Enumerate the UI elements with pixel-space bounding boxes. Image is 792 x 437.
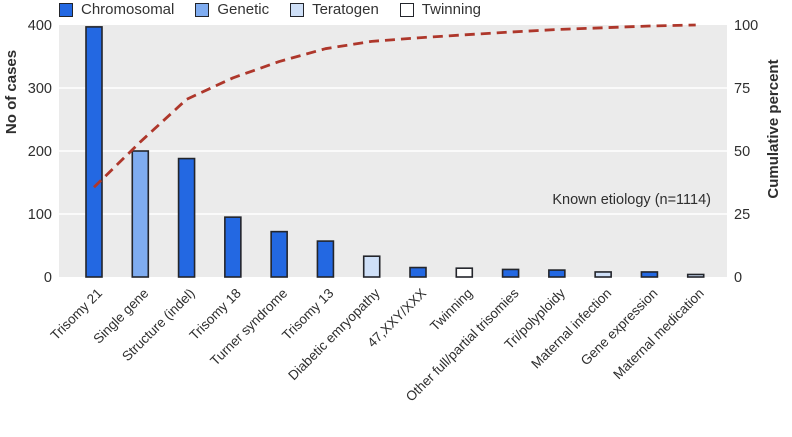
bar — [548, 269, 566, 278]
teratogen-swatch-icon — [290, 2, 305, 17]
x-category-label: Maternal infection — [528, 286, 614, 372]
bar — [640, 271, 659, 278]
bar — [686, 273, 705, 278]
bar — [224, 216, 242, 278]
bar — [270, 230, 288, 278]
x-category-label: Maternal medication — [610, 286, 707, 383]
right-tick-label: 75 — [734, 81, 750, 97]
left-tick-label: 0 — [44, 270, 52, 286]
bar — [362, 255, 381, 278]
left-tick-label: 400 — [28, 18, 52, 34]
legend-label: Genetic — [217, 1, 270, 18]
bar — [85, 26, 103, 278]
left-tick-label: 100 — [28, 207, 52, 223]
x-category-label: Twinning — [427, 286, 475, 334]
right-tick-label: 25 — [734, 207, 750, 223]
chromosomal-swatch-icon — [59, 2, 73, 17]
bar — [131, 150, 150, 278]
legend-label: Chromosomal — [81, 1, 175, 18]
bar — [409, 266, 427, 278]
right-tick-label: 50 — [734, 144, 750, 160]
bar — [501, 268, 520, 278]
legend-item-genetic: Genetic — [195, 1, 269, 18]
legend: Chromosomal Genetic Teratogen Twinning — [59, 1, 481, 18]
annotation-known-etiology: Known etiology (n=1114) — [552, 192, 711, 208]
bar — [316, 240, 335, 278]
x-category-label: Diabetic emryopathy — [285, 285, 383, 383]
genetic-swatch-icon — [195, 2, 210, 17]
bar — [177, 157, 196, 278]
left-tick-label: 200 — [28, 144, 52, 160]
bar — [594, 271, 612, 278]
legend-item-chromosomal: Chromosomal — [59, 1, 174, 18]
twinning-swatch-icon — [399, 2, 414, 17]
left-axis-title: No of cases — [3, 50, 20, 134]
cumulative-line — [93, 23, 696, 189]
left-tick-label: 300 — [28, 81, 52, 97]
legend-item-teratogen: Teratogen — [290, 1, 379, 18]
legend-label: Twinning — [421, 1, 481, 18]
right-tick-label: 0 — [734, 270, 742, 286]
right-tick-label: 100 — [734, 18, 758, 34]
legend-label: Teratogen — [312, 1, 379, 18]
right-axis-title: Cumulative percent — [765, 59, 782, 198]
bar — [455, 267, 474, 278]
legend-item-twinning: Twinning — [399, 1, 481, 18]
